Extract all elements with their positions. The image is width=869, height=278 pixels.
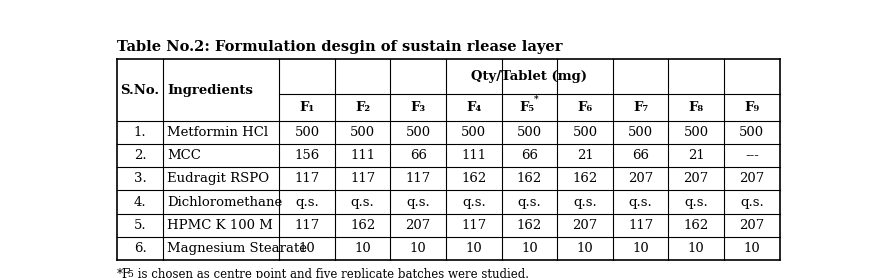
Text: F₇: F₇	[633, 101, 647, 114]
Text: 117: 117	[349, 172, 375, 185]
Text: 117: 117	[627, 219, 653, 232]
Text: q.s.: q.s.	[350, 195, 374, 208]
Text: 111: 111	[461, 149, 486, 162]
Text: 162: 162	[461, 172, 486, 185]
Text: ---: ---	[744, 149, 758, 162]
Text: Ingredients: Ingredients	[167, 84, 253, 96]
Text: 21: 21	[687, 149, 704, 162]
Text: Table No.2: Formulation desgin of sustain rlease layer: Table No.2: Formulation desgin of sustai…	[116, 40, 561, 54]
Text: 4.: 4.	[134, 195, 146, 208]
Text: 117: 117	[294, 219, 319, 232]
Text: 162: 162	[683, 219, 708, 232]
Text: F₂: F₂	[355, 101, 370, 114]
Text: Dichloromethane: Dichloromethane	[167, 195, 282, 208]
Text: 10: 10	[354, 242, 370, 255]
Text: 6.: 6.	[134, 242, 146, 255]
Text: HPMC K 100 M: HPMC K 100 M	[167, 219, 273, 232]
Text: 500: 500	[461, 126, 486, 139]
Text: 500: 500	[294, 126, 319, 139]
Text: 500: 500	[349, 126, 375, 139]
Text: 500: 500	[683, 126, 708, 139]
Text: 2.: 2.	[134, 149, 146, 162]
Text: 500: 500	[739, 126, 764, 139]
Text: 162: 162	[572, 172, 597, 185]
Text: 21: 21	[576, 149, 593, 162]
Text: F₄: F₄	[466, 101, 481, 114]
Text: 162: 162	[516, 219, 541, 232]
Text: F₁: F₁	[299, 101, 315, 114]
Text: 117: 117	[294, 172, 319, 185]
Text: 10: 10	[298, 242, 315, 255]
Text: 162: 162	[349, 219, 375, 232]
Text: q.s.: q.s.	[406, 195, 429, 208]
Text: 500: 500	[572, 126, 597, 139]
Text: 500: 500	[627, 126, 653, 139]
Text: 500: 500	[516, 126, 541, 139]
Text: F₉: F₉	[743, 101, 759, 114]
Text: q.s.: q.s.	[517, 195, 541, 208]
Text: q.s.: q.s.	[573, 195, 596, 208]
Text: MCC: MCC	[167, 149, 201, 162]
Text: 156: 156	[294, 149, 319, 162]
Text: 10: 10	[687, 242, 704, 255]
Text: *: *	[534, 95, 538, 104]
Text: Qty/Tablet (mg): Qty/Tablet (mg)	[471, 70, 587, 83]
Text: is chosen as centre point and five replicate batches were studied.: is chosen as centre point and five repli…	[134, 268, 528, 278]
Text: 111: 111	[349, 149, 375, 162]
Text: 207: 207	[627, 172, 653, 185]
Text: 66: 66	[632, 149, 648, 162]
Text: 117: 117	[405, 172, 430, 185]
Text: q.s.: q.s.	[628, 195, 652, 208]
Text: 10: 10	[465, 242, 481, 255]
Text: *F: *F	[116, 268, 131, 278]
Text: 207: 207	[405, 219, 430, 232]
Text: 207: 207	[739, 172, 764, 185]
Text: Eudragit RSPO: Eudragit RSPO	[167, 172, 269, 185]
Text: 10: 10	[576, 242, 593, 255]
Text: F₃: F₃	[410, 101, 425, 114]
Text: F₈: F₈	[688, 101, 703, 114]
Text: 1.: 1.	[134, 126, 146, 139]
Text: S.No.: S.No.	[120, 84, 159, 96]
Text: 500: 500	[405, 126, 430, 139]
Text: 10: 10	[521, 242, 537, 255]
Text: Metformin HCl: Metformin HCl	[167, 126, 269, 139]
Text: 162: 162	[516, 172, 541, 185]
Text: 10: 10	[409, 242, 426, 255]
Text: F₆: F₆	[577, 101, 592, 114]
Text: 3.: 3.	[134, 172, 146, 185]
Text: 207: 207	[572, 219, 597, 232]
Text: 10: 10	[743, 242, 760, 255]
Text: Magnesium Stearate: Magnesium Stearate	[167, 242, 307, 255]
Text: 117: 117	[461, 219, 486, 232]
Text: 10: 10	[632, 242, 648, 255]
Text: 5.: 5.	[134, 219, 146, 232]
Text: 207: 207	[683, 172, 708, 185]
Text: q.s.: q.s.	[740, 195, 763, 208]
Text: q.s.: q.s.	[461, 195, 485, 208]
Text: F₅: F₅	[520, 101, 534, 114]
Text: q.s.: q.s.	[295, 195, 319, 208]
Text: q.s.: q.s.	[684, 195, 707, 208]
Text: 207: 207	[739, 219, 764, 232]
Text: 66: 66	[521, 149, 537, 162]
Text: 66: 66	[409, 149, 426, 162]
Text: 5: 5	[128, 270, 133, 278]
